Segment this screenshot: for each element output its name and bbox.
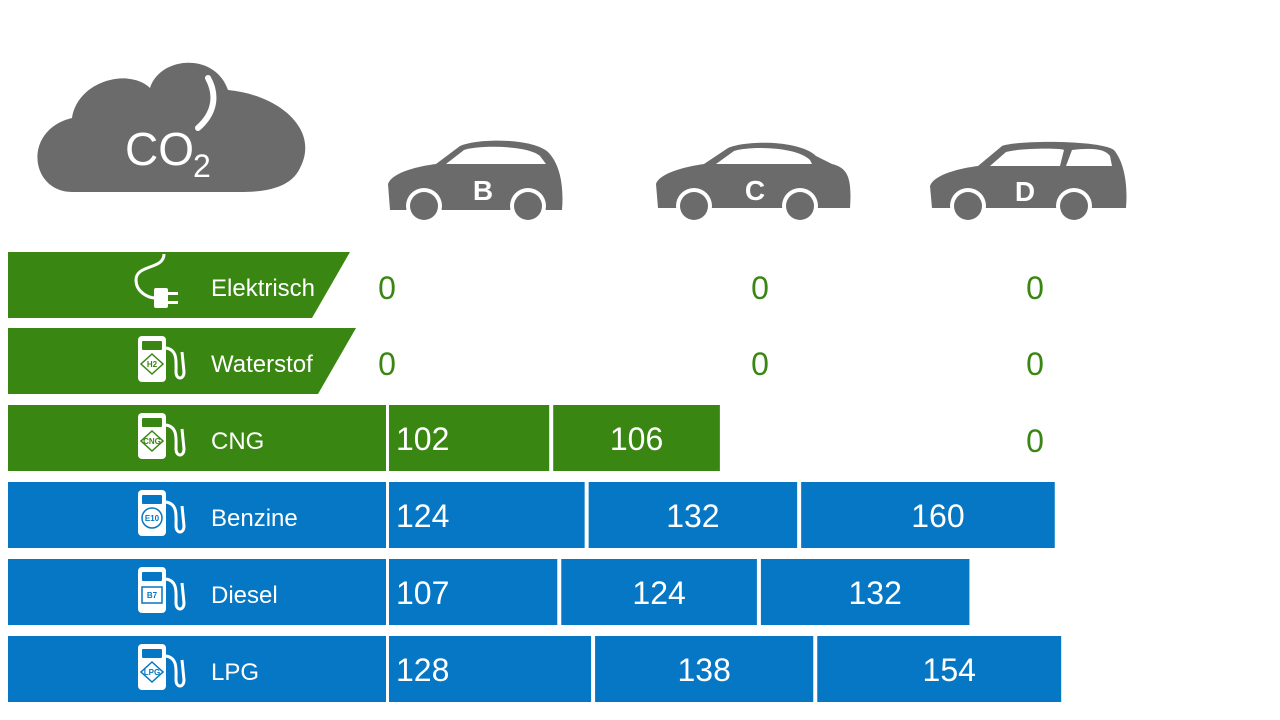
fuel-row-cng: CNG CNG 102 106 0 xyxy=(8,405,1044,471)
fuel-label-bg xyxy=(8,252,350,318)
fuel-pump-h2-icon: H2 xyxy=(138,336,186,382)
fuel-badge-label: CNG xyxy=(143,437,161,446)
fuel-pump-b7-icon: B7 xyxy=(138,567,186,613)
fuel-label-bg xyxy=(8,559,386,625)
fuel-label: LPG xyxy=(211,659,259,686)
bar-d-benzine xyxy=(801,482,1055,548)
fuel-row-diesel: B7 Diesel 107 124 132 xyxy=(8,559,970,625)
bar-b-diesel xyxy=(389,559,558,625)
data-label: 0 xyxy=(1026,270,1044,306)
car-d-label: D xyxy=(1015,176,1035,207)
fuel-badge-label: B7 xyxy=(147,591,158,600)
co2-cloud-icon: CO 2 xyxy=(37,62,306,193)
fuel-pump-cng-icon: CNG xyxy=(138,413,186,459)
data-label: 0 xyxy=(751,346,769,382)
fuel-pump-lpg-icon: LPG xyxy=(138,644,186,690)
fuel-label: Diesel xyxy=(211,582,278,609)
fuel-pump-e10-icon: E10 xyxy=(138,490,186,536)
data-label: 0 xyxy=(1026,423,1044,459)
car-b-label: B xyxy=(473,175,493,206)
fuel-row-elektrisch: Elektrisch 0 0 0 xyxy=(8,252,1044,318)
fuel-label-bg xyxy=(8,636,386,702)
data-label: 107 xyxy=(396,575,449,611)
data-label: 106 xyxy=(610,421,663,457)
data-label: 0 xyxy=(1026,346,1044,382)
fuel-badge-label: H2 xyxy=(147,360,158,369)
data-label: 132 xyxy=(666,498,719,534)
fuel-label: Waterstof xyxy=(211,351,313,378)
fuel-badge-label: LPG xyxy=(144,668,160,677)
bar-b-cng xyxy=(389,405,550,471)
fuel-label: CNG xyxy=(211,428,264,455)
data-label: 0 xyxy=(751,270,769,306)
bar-d-lpg xyxy=(817,636,1062,702)
data-label: 0 xyxy=(378,346,396,382)
bar-c-diesel xyxy=(561,559,757,625)
data-label: 0 xyxy=(378,270,396,306)
data-label: 124 xyxy=(632,575,685,611)
data-label: 132 xyxy=(848,575,901,611)
co2-subscript: 2 xyxy=(193,148,211,184)
data-label: 138 xyxy=(677,652,730,688)
data-label: 124 xyxy=(396,498,449,534)
data-label: 128 xyxy=(396,652,449,688)
fuel-label-bg xyxy=(8,482,386,548)
fuel-label-bg xyxy=(8,405,386,471)
fuel-row-benzine: E10 Benzine 124 132 160 xyxy=(8,482,1055,548)
bar-c-benzine xyxy=(588,482,798,548)
bar-b-lpg xyxy=(389,636,592,702)
fuel-row-waterstof: H2 Waterstof 0 0 0 xyxy=(8,328,1044,394)
fuel-rows: Elektrisch 0 0 0 H2 Waterstof 0 0 0 CNG CNG 102 106 0… xyxy=(8,252,1062,702)
co2-label: CO xyxy=(125,123,194,175)
data-label: 154 xyxy=(923,652,976,688)
car-c-icon: C xyxy=(656,142,851,224)
fuel-row-lpg: LPG LPG 128 138 154 xyxy=(8,636,1062,702)
fuel-badge-label: E10 xyxy=(145,514,160,523)
plug-icon xyxy=(134,253,178,308)
data-label: 160 xyxy=(911,498,964,534)
car-d-icon: D xyxy=(930,141,1127,224)
bar-c-cng xyxy=(553,405,720,471)
fuel-label: Elektrisch xyxy=(211,275,315,302)
car-b-icon: B xyxy=(388,140,563,224)
bar-d-diesel xyxy=(760,559,970,625)
bar-c-lpg xyxy=(595,636,814,702)
bar-b-benzine xyxy=(389,482,585,548)
fuel-label: Benzine xyxy=(211,505,298,532)
car-c-label: C xyxy=(745,175,765,206)
data-label: 102 xyxy=(396,421,449,457)
